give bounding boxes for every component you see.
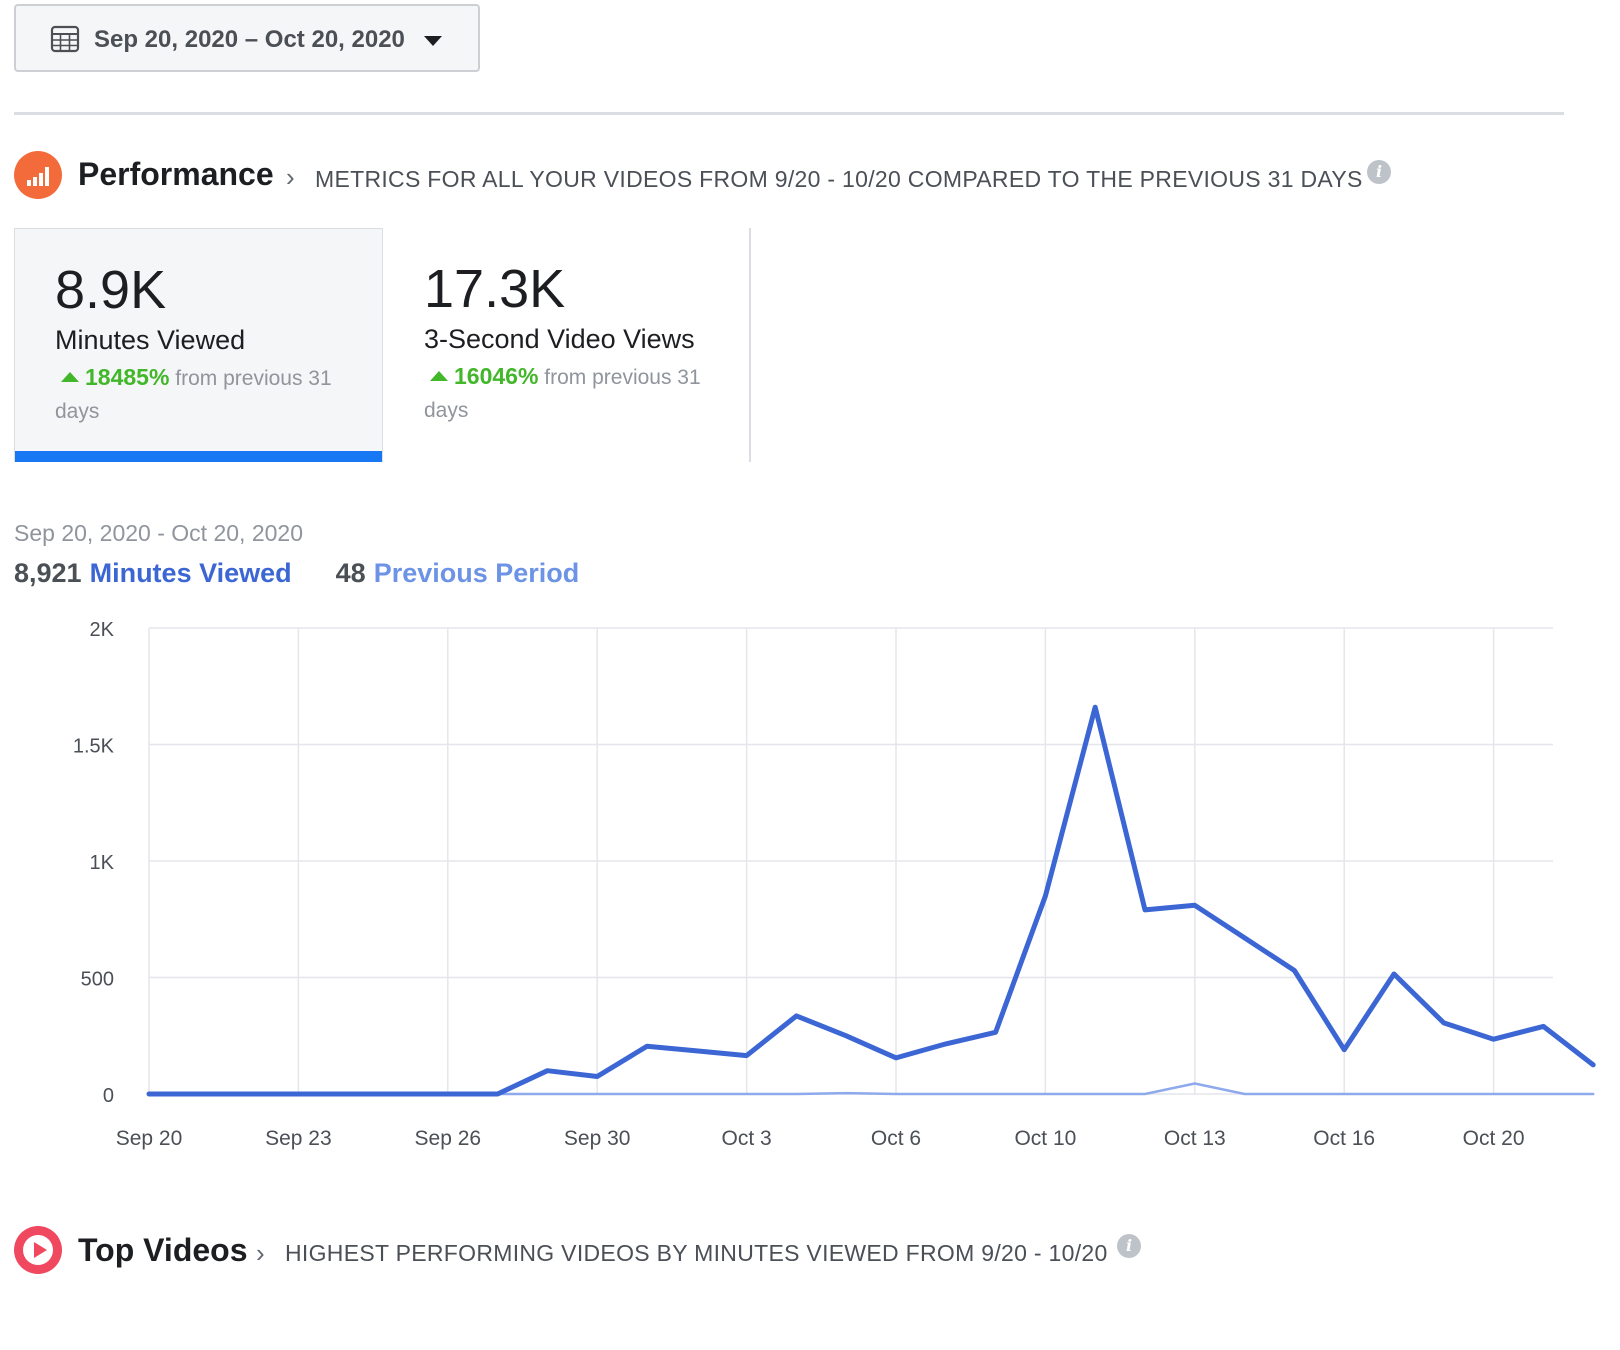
info-icon[interactable]: i [1117,1234,1141,1258]
bar-chart-icon [14,151,62,199]
metric-card-minutes-viewed[interactable]: 8.9K Minutes Viewed 18485% from previous… [14,228,383,462]
y-tick-label: 500 [81,969,114,991]
caret-down-icon [424,36,442,46]
arrow-up-icon [430,371,448,381]
current-total: 8,921 [14,558,82,588]
x-tick-label: Oct 16 [1313,1127,1375,1150]
line-chart: 0 500 1K 1.5K 2K Sep 20 Sep 23 Sep 26 Sep 30 Oct … [73,619,1596,1150]
info-icon[interactable]: i [1367,160,1391,184]
x-tick-label: Oct 20 [1463,1127,1525,1150]
top-videos-subtitle: HIGHEST PERFORMING VIDEOS BY MINUTES VIE… [285,1240,1108,1266]
series-line-minutes-viewed [146,704,1596,1097]
metric-change-percent: 18485% [85,364,170,390]
chart-legend: 8,921 Minutes Viewed 48 Previous Period [14,558,579,589]
metric-change: 16046% from previous 31 days [424,360,744,427]
metric-value: 17.3K [424,259,566,319]
legend-minutes-viewed[interactable]: Minutes Viewed [89,558,292,588]
x-tick-label: Sep 26 [415,1127,482,1150]
date-range-label: Sep 20, 2020 – Oct 20, 2020 [94,26,405,53]
metric-card-3-second-views[interactable]: 17.3K 3-Second Video Views 16046% from p… [384,228,751,462]
performance-title: Performance [78,156,274,192]
x-tick-label: Sep 30 [564,1127,631,1150]
section-divider [14,112,1564,115]
x-tick-label: Oct 3 [722,1127,772,1150]
y-tick-label: 2K [90,619,115,641]
previous-total: 48 [335,558,366,588]
metric-label: 3-Second Video Views [424,324,695,354]
x-tick-label: Sep 23 [265,1127,332,1150]
metric-change-suffix: from previous 31 days [424,366,701,422]
arrow-up-icon [61,372,79,382]
y-tick-label: 0 [103,1085,114,1107]
selected-indicator [15,451,382,462]
metric-label: Minutes Viewed [55,325,246,355]
x-tick-label: Oct 13 [1164,1127,1226,1150]
play-icon [14,1226,62,1274]
chart-date-range: Sep 20, 2020 - Oct 20, 2020 [14,520,303,546]
x-tick-label: Sep 20 [116,1127,183,1150]
metric-change-percent: 16046% [454,363,539,389]
calendar-icon [50,24,80,59]
x-tick-label: Oct 6 [871,1127,921,1150]
top-videos-title: Top Videos [78,1232,248,1268]
chevron-right-icon: › [286,162,295,192]
metric-change: 18485% from previous 31 days [55,361,375,428]
y-tick-label: 1.5K [73,736,115,758]
legend-previous-period[interactable]: Previous Period [373,558,580,588]
metric-value: 8.9K [55,260,167,320]
x-tick-label: Oct 10 [1014,1127,1076,1150]
metric-change-suffix: from previous 31 days [55,367,332,423]
y-tick-label: 1K [90,852,115,874]
performance-subtitle: METRICS FOR ALL YOUR VIDEOS FROM 9/20 - … [315,166,1363,192]
date-range-picker[interactable]: Sep 20, 2020 – Oct 20, 2020 [14,4,480,72]
chevron-right-icon: › [256,1238,265,1268]
